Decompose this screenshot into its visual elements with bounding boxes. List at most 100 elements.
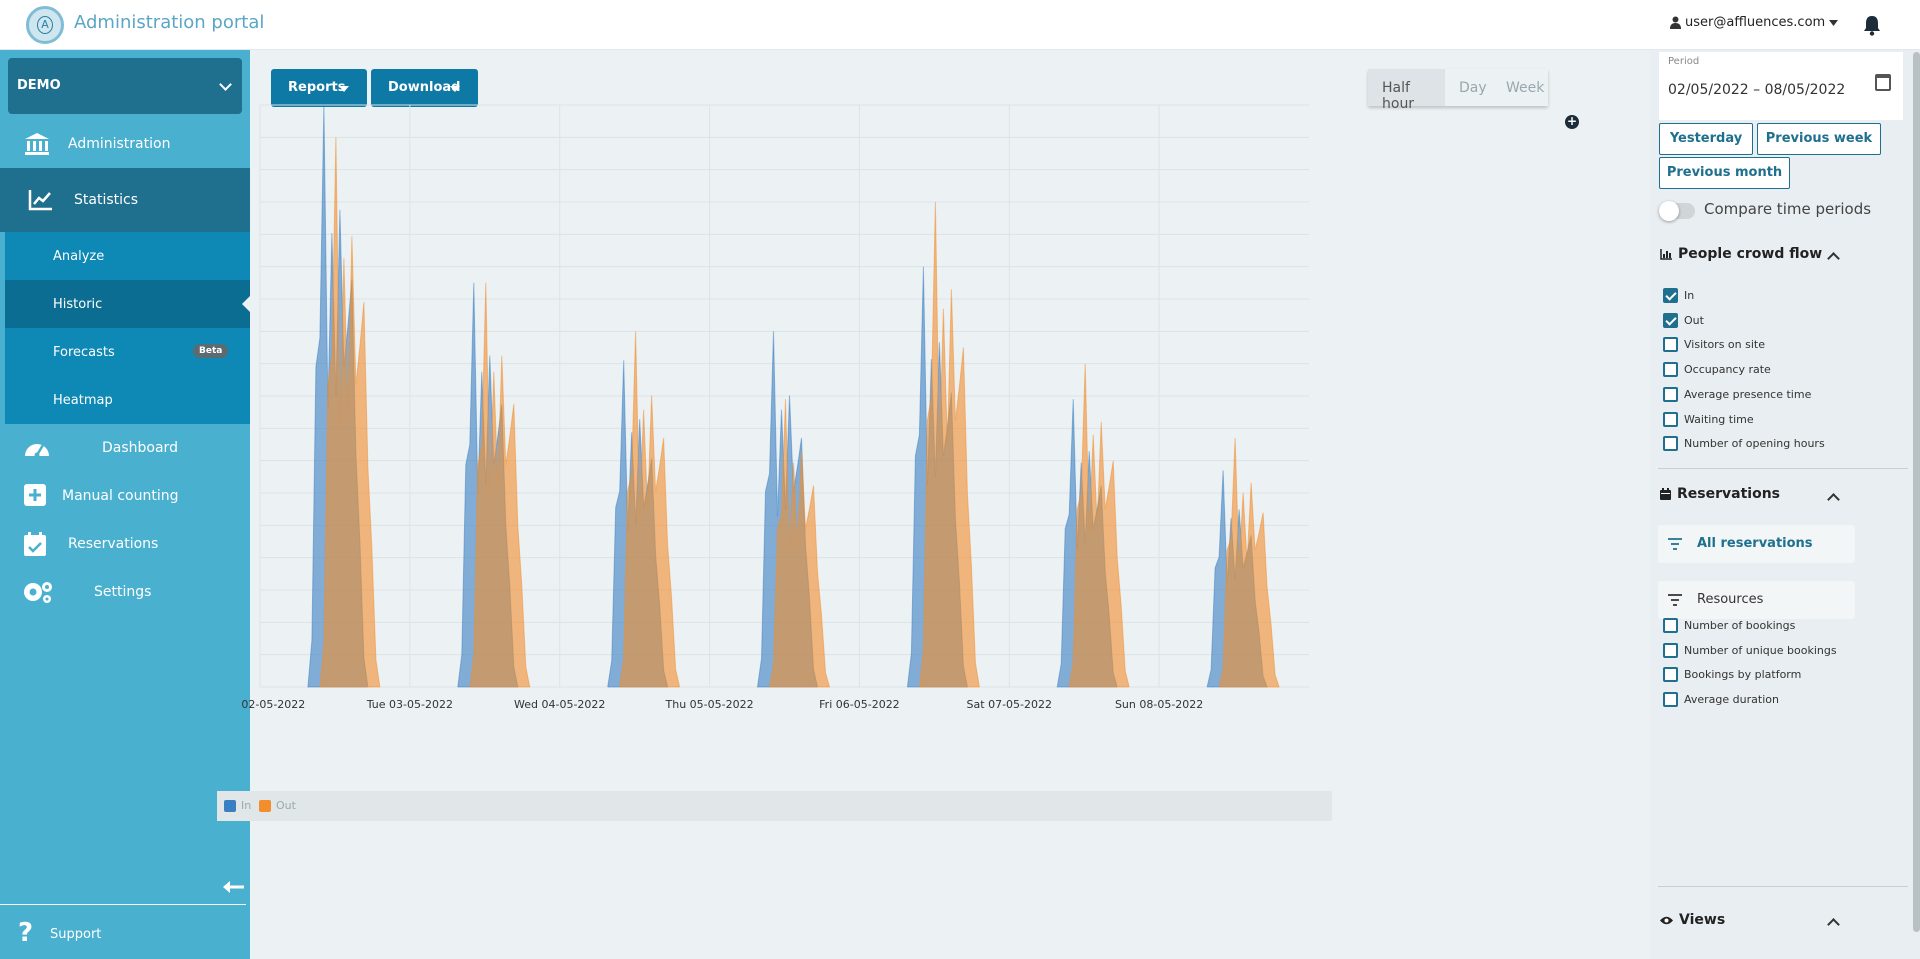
- arrow-left-icon[interactable]: [222, 880, 244, 894]
- area-peak: [1068, 363, 1130, 688]
- x-tick-label: Tue 03-05-2022: [366, 698, 453, 711]
- area-peak: [469, 282, 531, 688]
- checkbox[interactable]: [1663, 667, 1678, 683]
- org-selector[interactable]: DEMO: [8, 58, 242, 114]
- checkbox[interactable]: [1663, 618, 1678, 633]
- bell-icon[interactable]: [1862, 14, 1882, 36]
- caret-down-icon: [339, 86, 349, 92]
- add-circle-icon[interactable]: +: [1565, 114, 1579, 129]
- sidebar-item-administration[interactable]: Administration: [0, 120, 250, 168]
- sidebar-item-manual-counting[interactable]: Manual counting: [0, 472, 250, 520]
- legend-swatch: [259, 799, 271, 812]
- filter-label: Resources: [1697, 592, 1764, 607]
- period-value: 02/05/2022 – 08/05/2022: [1668, 82, 1846, 98]
- legend-item-out[interactable]: Out: [259, 799, 296, 812]
- checkbox[interactable]: [1663, 337, 1678, 353]
- resources-filter[interactable]: Resources: [1658, 581, 1855, 619]
- subitem-label: Historic: [53, 296, 103, 312]
- bar-chart-icon: [1660, 248, 1672, 260]
- previous-week-button[interactable]: Previous week: [1757, 123, 1881, 155]
- checkbox[interactable]: [1663, 692, 1678, 708]
- reservations-section-title[interactable]: Reservations: [1660, 486, 1780, 502]
- checkbox-label: Number of bookings: [1684, 619, 1796, 632]
- gears-icon: [24, 582, 52, 603]
- reports-button[interactable]: Reports: [271, 69, 367, 107]
- scrollbar[interactable]: [1913, 52, 1920, 932]
- granularity-week[interactable]: Week: [1492, 69, 1548, 106]
- sidebar-subitem-forecasts[interactable]: Forecasts Beta: [5, 328, 250, 376]
- download-button[interactable]: Download: [371, 69, 478, 107]
- checkbox-label: Occupancy rate: [1684, 363, 1771, 377]
- compare-label: Compare time periods: [1704, 200, 1872, 218]
- sidebar-item-dashboard[interactable]: Dashboard: [0, 424, 250, 472]
- area-peak: [768, 399, 831, 688]
- support-label: Support: [50, 927, 102, 942]
- caret-down-icon: [450, 86, 460, 92]
- checkbox[interactable]: [1663, 312, 1678, 328]
- checkbox[interactable]: [1663, 288, 1678, 303]
- divider: [1658, 886, 1908, 887]
- views-section-title[interactable]: Views: [1660, 912, 1725, 928]
- sidebar-item-settings[interactable]: Settings: [0, 568, 250, 616]
- beta-badge: Beta: [193, 344, 229, 358]
- sidebar-item-label: Administration: [68, 136, 171, 152]
- sidebar-item-label: Dashboard: [102, 440, 178, 456]
- granularity-day[interactable]: Day: [1445, 69, 1492, 106]
- org-name: DEMO: [17, 78, 61, 93]
- filter-label: All reservations: [1697, 536, 1813, 551]
- chevron-up-icon[interactable]: [1827, 493, 1840, 506]
- sidebar-subitem-heatmap[interactable]: Heatmap: [5, 376, 250, 424]
- question-icon: ?: [18, 918, 34, 948]
- support-link[interactable]: ? Support: [0, 912, 250, 956]
- subitem-label: Analyze: [53, 248, 105, 264]
- checkbox[interactable]: [1663, 386, 1678, 402]
- chevron-up-icon[interactable]: [1827, 918, 1840, 931]
- main-content: Reports Download Half hour Day Week + 01…: [217, 50, 1650, 959]
- compare-toggle[interactable]: [1659, 201, 1695, 221]
- download-label: Download: [388, 80, 461, 95]
- checkbox[interactable]: [1663, 642, 1678, 658]
- granularity-half-hour[interactable]: Half hour: [1368, 69, 1445, 112]
- crowd-flow-chart: 0102030405060708090100110120130140150160…: [240, 104, 1309, 711]
- checkbox[interactable]: [1663, 436, 1678, 452]
- all-reservations-filter[interactable]: All reservations: [1658, 525, 1855, 563]
- filter-icon: [1668, 594, 1682, 606]
- section-label: People crowd flow: [1678, 246, 1823, 262]
- checkbox[interactable]: [1663, 411, 1678, 427]
- x-tick-label: Sat 07-05-2022: [967, 698, 1052, 711]
- area-peak: [619, 331, 681, 688]
- area-peak: [319, 137, 381, 688]
- sidebar-subitem-analyze[interactable]: Analyze: [5, 232, 250, 280]
- checkbox[interactable]: [1663, 362, 1678, 378]
- x-tick-label: Sun 08-05-2022: [1115, 698, 1203, 711]
- area-peak: [1218, 437, 1280, 688]
- chevron-up-icon[interactable]: [1827, 252, 1840, 265]
- sidebar-item-statistics[interactable]: Statistics: [0, 168, 250, 232]
- sidebar-item-label: Manual counting: [62, 488, 179, 504]
- checkbox-label: Number of opening hours: [1684, 437, 1825, 451]
- sidebar-item-reservations[interactable]: Reservations: [0, 520, 250, 568]
- crowd-flow-section-title[interactable]: People crowd flow: [1660, 246, 1822, 262]
- period-picker[interactable]: Period 02/05/2022 – 08/05/2022: [1659, 52, 1903, 120]
- checkbox-label: Bookings by platform: [1684, 668, 1802, 682]
- period-label: Period: [1668, 56, 1700, 67]
- legend-item-in[interactable]: In: [224, 799, 251, 812]
- user-email: user@affluences.com: [1685, 15, 1826, 30]
- x-tick-label: Mon 02-05-2022: [240, 698, 305, 711]
- checkbox-label: Out: [1684, 313, 1704, 327]
- divider: [1658, 468, 1908, 469]
- calendar-icon: [1660, 488, 1671, 500]
- plus-square-icon: [24, 484, 46, 506]
- sidebar-item-label: Reservations: [68, 536, 159, 552]
- sidebar-subitem-historic[interactable]: Historic: [5, 280, 250, 328]
- section-label: Views: [1679, 912, 1726, 928]
- caret-down-icon: [1829, 19, 1839, 26]
- series-out: [319, 137, 1280, 688]
- divider: [0, 904, 246, 905]
- area-peak: [918, 201, 980, 688]
- chart-legend: In Out: [217, 791, 1332, 821]
- user-menu[interactable]: user@affluences.com: [1670, 15, 1839, 30]
- previous-month-button[interactable]: Previous month: [1659, 157, 1790, 189]
- eye-icon: [1660, 916, 1673, 924]
- yesterday-button[interactable]: Yesterday: [1659, 123, 1753, 155]
